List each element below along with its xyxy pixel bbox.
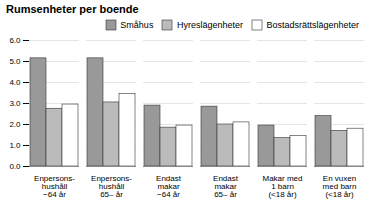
html-text:Rumsenheter per boende: Rumsenheter per boende [6, 3, 139, 15]
svg-text:1.0: 1.0 [9, 141, 21, 150]
svg-text:Endastmakar65– år: Endastmakar65– år [213, 174, 239, 199]
svg-text:4.0: 4.0 [9, 78, 21, 87]
svg-text:Makar med1 barn(<18 år): Makar med1 barn(<18 år) [262, 174, 302, 199]
svg-text:Endastmakar−64 år: Endastmakar−64 år [156, 174, 182, 199]
svg-text:3.0: 3.0 [9, 99, 21, 108]
html-text:Bostadsrättslägenheter: Bostadsrättslägenheter [266, 20, 359, 30]
svg-text:Enpersons-hushåll65– år: Enpersons-hushåll65– år [91, 174, 132, 199]
svg-text:0.0: 0.0 [9, 162, 21, 171]
svg-text:2.0: 2.0 [9, 120, 21, 129]
html-text:Hyreslägenheter: Hyreslägenheter [176, 20, 243, 30]
svg-text:6.0: 6.0 [9, 36, 21, 45]
svg-text:5.0: 5.0 [9, 57, 21, 66]
svg-text:Enpersons-hushåll−64 år: Enpersons-hushåll−64 år [34, 174, 75, 199]
html-text:Småhus: Småhus [120, 20, 154, 30]
svg-text:En vuxenmed barn(<18 år): En vuxenmed barn(<18 år) [323, 174, 357, 199]
